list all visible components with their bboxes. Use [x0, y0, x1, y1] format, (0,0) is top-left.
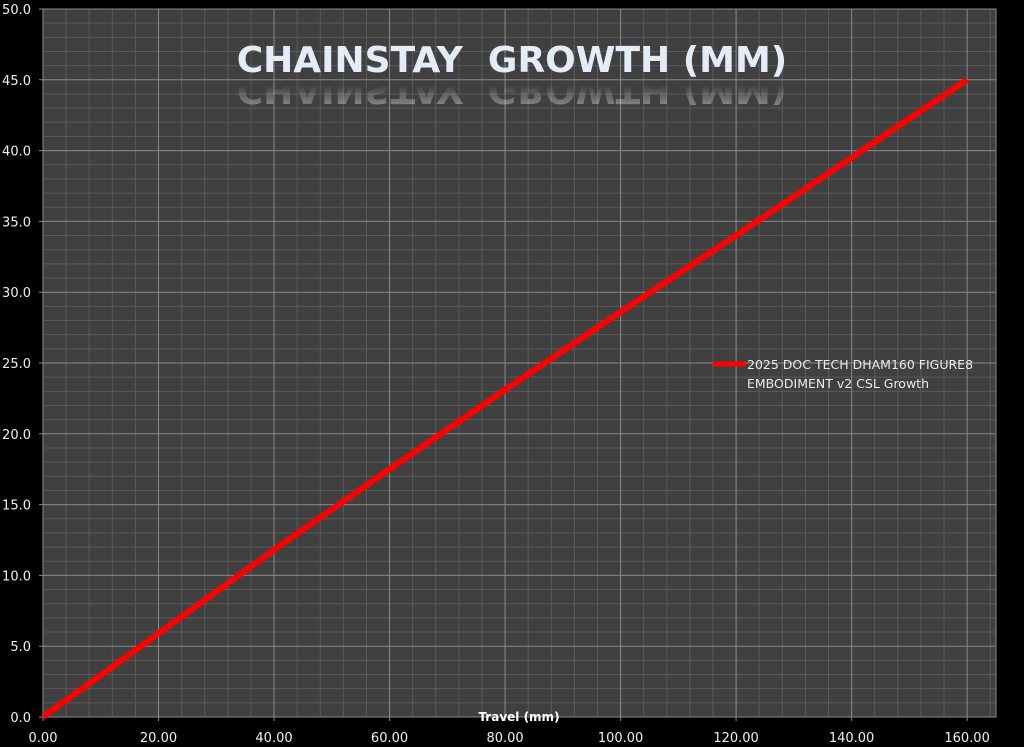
- y-tick-label: 0.0: [10, 711, 31, 726]
- legend: 2025 DOC TECH DHAM160 FIGURE8 EMBODIMENT…: [713, 357, 973, 391]
- x-axis-label: Travel (mm): [478, 710, 559, 724]
- y-tick-label: 10.0: [2, 569, 31, 584]
- x-tick-label: 160.00: [944, 731, 990, 746]
- y-tick-label: 15.0: [2, 499, 31, 514]
- chart-title-reflection: CHAINSTAY GROWTH (MM): [237, 69, 788, 110]
- y-tick-label: 45.0: [2, 74, 31, 89]
- legend-label-line2: EMBODIMENT v2 CSL Growth: [747, 376, 929, 391]
- grid-lines: [39, 8, 997, 721]
- y-tick-label: 20.0: [2, 428, 31, 443]
- x-tick-label: 20.00: [140, 731, 177, 746]
- x-axis: 0.00 20.00 40.00 60.00 80.00 100.00 120.00 140.…: [29, 731, 990, 746]
- series-line: [41, 77, 969, 720]
- y-tick-label: 40.0: [2, 145, 31, 160]
- x-tick-label: 80.00: [486, 731, 523, 746]
- y-axis: 0.0 5.0 10.0 15.0 20.0 25.0 30.0 35.0 40.0 45.0 50…: [2, 3, 31, 726]
- legend-label-line1: 2025 DOC TECH DHAM160 FIGURE8: [747, 357, 973, 372]
- y-tick-label: 30.0: [2, 286, 31, 301]
- x-tick-label: 120.00: [713, 731, 759, 746]
- y-tick-label: 50.0: [2, 3, 31, 18]
- y-tick-label: 35.0: [2, 215, 31, 230]
- x-tick-label: 60.00: [371, 731, 408, 746]
- chart-title: CHAINSTAY GROWTH (MM): [237, 40, 788, 81]
- y-tick-label: 25.0: [2, 357, 31, 372]
- x-tick-label: 100.00: [598, 731, 644, 746]
- x-tick-label: 140.00: [829, 731, 875, 746]
- plot-border: [42, 8, 997, 718]
- y-tick-label: 5.0: [10, 640, 31, 655]
- x-tick-label: 0.00: [29, 731, 58, 746]
- series-layer: [41, 77, 969, 720]
- x-tick-label: 40.00: [255, 731, 292, 746]
